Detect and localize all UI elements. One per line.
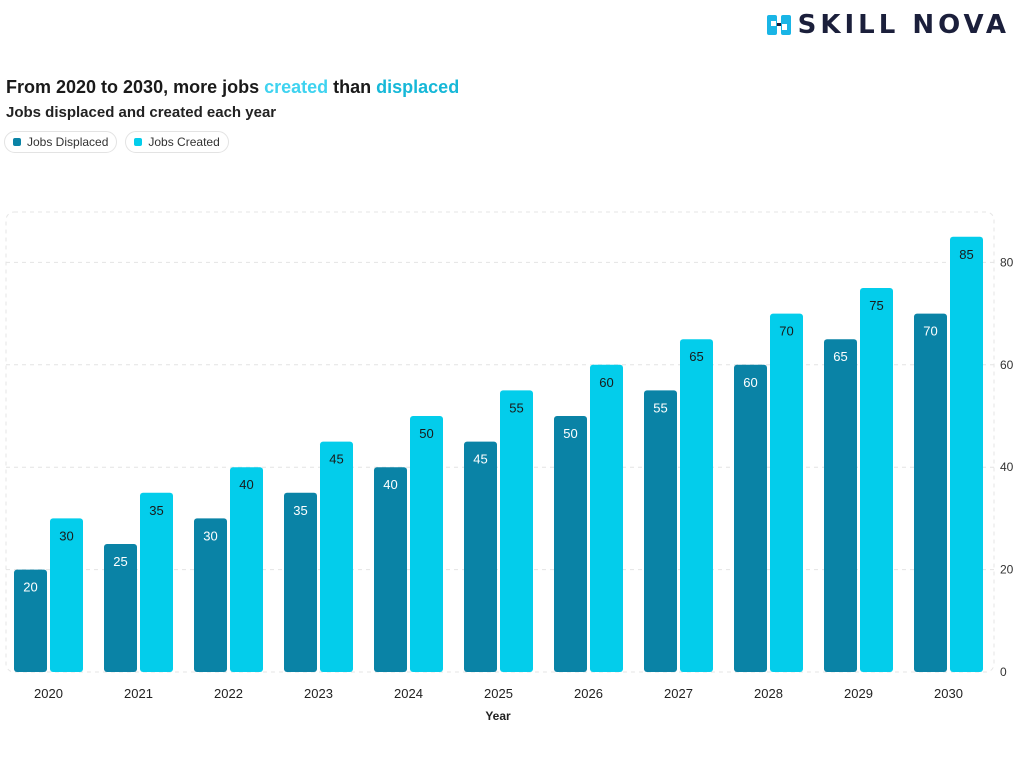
x-tick-label: 2026: [574, 686, 603, 701]
bar-created: [770, 313, 803, 672]
legend-label-created: Jobs Created: [148, 135, 220, 149]
y-tick-label: 60: [1000, 358, 1014, 372]
bar-displaced: [374, 467, 407, 672]
bar-displaced: [464, 441, 497, 672]
bar-displaced: [14, 569, 47, 672]
x-tick-label: 2022: [214, 686, 243, 701]
y-tick-label: 80: [1000, 255, 1014, 269]
x-tick-label: 2025: [484, 686, 513, 701]
bar-displaced: [914, 313, 947, 672]
title-part-2: than: [328, 77, 377, 97]
data-label: 45: [329, 452, 343, 467]
chart-subtitle: Jobs displaced and created each year: [6, 104, 277, 121]
bar-created: [140, 492, 173, 672]
bar-created: [230, 467, 263, 672]
skill-nova-logo-icon: [766, 15, 791, 35]
bar-displaced: [104, 544, 137, 672]
data-label: 75: [869, 298, 883, 313]
data-label: 30: [203, 528, 217, 543]
x-axis-title: Year: [485, 709, 511, 723]
bar-created: [590, 364, 623, 672]
y-tick-label: 20: [1000, 563, 1014, 577]
brand-name: SKILL NOVA: [797, 10, 1010, 40]
bar-created: [50, 518, 83, 672]
data-label: 40: [383, 477, 397, 492]
data-label: 70: [923, 324, 937, 339]
legend-label-displaced: Jobs Displaced: [27, 135, 109, 149]
title-part-1: From 2020 to 2030, more jobs: [6, 77, 265, 97]
bar-displaced: [284, 492, 317, 672]
data-label: 25: [113, 554, 127, 569]
legend-item-created[interactable]: Jobs Created: [125, 131, 229, 153]
legend-swatch-created: [134, 138, 143, 146]
title-created-word: created: [264, 77, 329, 97]
bar-displaced: [824, 339, 857, 672]
data-label: 45: [473, 452, 487, 467]
legend-swatch-displaced: [13, 138, 21, 146]
bar-chart: 0204060802030202025352021304020223545202…: [5, 211, 1014, 723]
bar-displaced: [734, 364, 767, 672]
x-tick-label: 2024: [394, 686, 423, 701]
x-tick-label: 2030: [934, 686, 963, 701]
data-label: 85: [959, 247, 973, 262]
bar-created: [410, 416, 443, 672]
chart-title: From 2020 to 2030, more jobs created tha…: [6, 77, 459, 98]
data-label: 50: [563, 426, 577, 441]
bar-created: [320, 441, 353, 672]
x-tick-label: 2020: [34, 686, 63, 701]
bar-created: [950, 236, 983, 673]
data-label: 40: [239, 477, 253, 492]
x-tick-label: 2027: [664, 686, 693, 701]
x-tick-label: 2023: [304, 686, 333, 701]
brand-logo: SKILL NOVA: [766, 10, 1010, 40]
x-tick-label: 2029: [844, 686, 873, 701]
data-label: 30: [59, 528, 73, 543]
x-tick-label: 2028: [754, 686, 783, 701]
y-tick-label: 40: [1000, 460, 1014, 474]
bar-displaced: [194, 518, 227, 672]
x-tick-label: 2021: [124, 686, 153, 701]
data-label: 55: [653, 400, 667, 415]
bar-created: [680, 339, 713, 672]
data-label: 35: [149, 503, 163, 518]
data-label: 55: [509, 400, 523, 415]
bar-created: [500, 390, 533, 672]
data-label: 65: [833, 349, 847, 364]
data-label: 50: [419, 426, 433, 441]
y-tick-label: 0: [1000, 665, 1007, 679]
bar-created: [860, 288, 893, 672]
legend-item-displaced[interactable]: Jobs Displaced: [4, 131, 118, 153]
bar-displaced: [554, 416, 587, 672]
data-label: 60: [743, 375, 757, 390]
data-label: 60: [599, 375, 613, 390]
data-label: 35: [293, 503, 307, 518]
data-label: 70: [779, 324, 793, 339]
data-label: 20: [23, 580, 37, 595]
chart-legend: Jobs Displaced Jobs Created: [4, 131, 229, 153]
bar-displaced: [644, 390, 677, 672]
title-displaced-word: displaced: [376, 77, 460, 97]
data-label: 65: [689, 349, 703, 364]
